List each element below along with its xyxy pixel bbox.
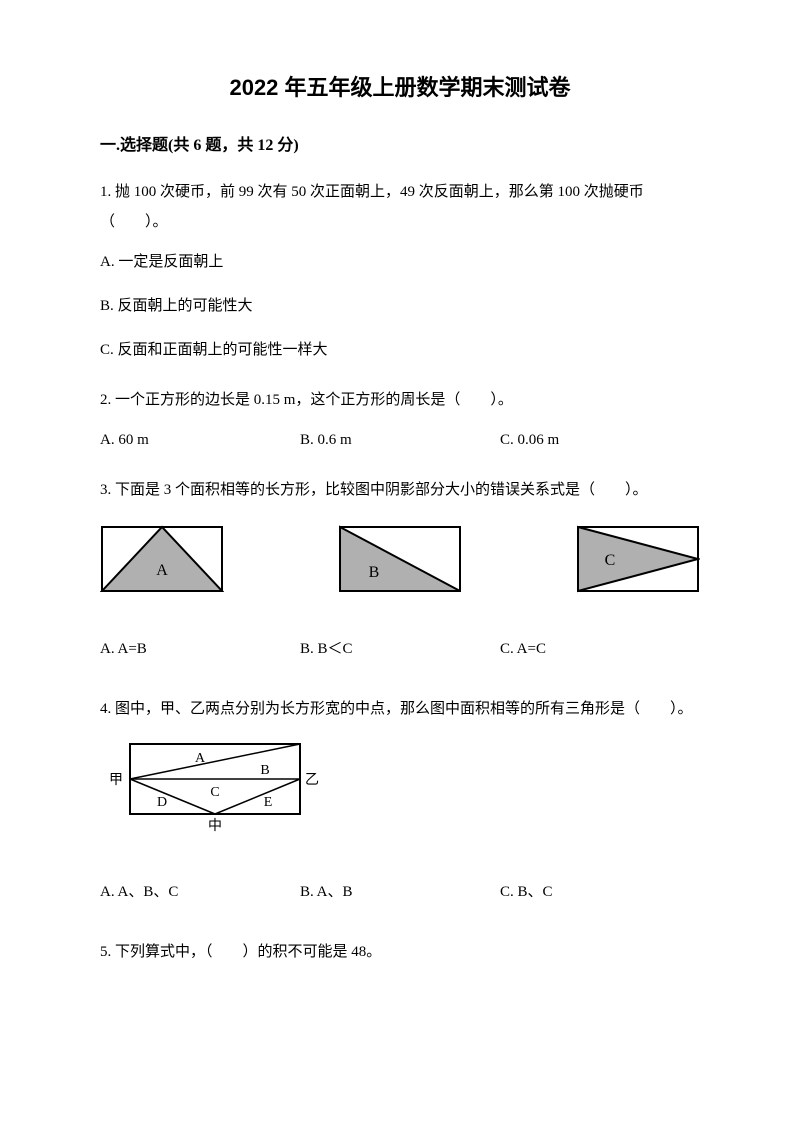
q4-label-zhong: 中 — [208, 818, 222, 834]
q3-figure-b: B — [338, 525, 462, 604]
section-header: 一.选择题(共 6 题，共 12 分) — [100, 133, 700, 159]
q3-option-b: B. B＜C — [300, 634, 500, 664]
question-1: 1. 抛 100 次硬币，前 99 次有 50 次正面朝上，49 次反面朝上，那… — [100, 177, 700, 365]
q4-label-e: E — [264, 795, 273, 810]
q4-label-jia: 甲 — [109, 773, 123, 788]
q3-figure-a: A — [100, 525, 224, 604]
q3-figure-c: C — [576, 525, 700, 604]
q3-label-b: B — [369, 564, 380, 581]
q3-option-c: C. A=C — [500, 634, 700, 664]
q2-option-b: B. 0.6 m — [300, 425, 500, 455]
q3-figures: A B C — [100, 525, 700, 604]
q1-option-c: C. 反面和正面朝上的可能性一样大 — [100, 335, 700, 365]
q3-label-c: C — [605, 552, 616, 569]
q4-option-c: C. B、C — [500, 877, 700, 907]
q5-text: 5. 下列算式中，（ ）的积不可能是 48。 — [100, 937, 700, 967]
q4-figure: A B C D E 甲 乙 中 — [100, 734, 700, 847]
q4-label-c: C — [210, 785, 219, 800]
question-3: 3. 下面是 3 个面积相等的长方形，比较图中阴影部分大小的错误关系式是（ ）。… — [100, 475, 700, 664]
question-5: 5. 下列算式中，（ ）的积不可能是 48。 — [100, 937, 700, 967]
q1-option-a: A. 一定是反面朝上 — [100, 247, 700, 277]
q2-text: 2. 一个正方形的边长是 0.15 m，这个正方形的周长是（ ）。 — [100, 385, 700, 415]
q1-text: 1. 抛 100 次硬币，前 99 次有 50 次正面朝上，49 次反面朝上，那… — [100, 177, 700, 237]
q4-label-d: D — [157, 795, 167, 810]
q1-option-b: B. 反面朝上的可能性大 — [100, 291, 700, 321]
q4-option-a: A. A、B、C — [100, 877, 300, 907]
question-4: 4. 图中，甲、乙两点分别为长方形宽的中点，那么图中面积相等的所有三角形是（ ）… — [100, 694, 700, 907]
q4-label-yi: 乙 — [305, 772, 319, 788]
page-title: 2022 年五年级上册数学期末测试卷 — [100, 70, 700, 105]
q3-text: 3. 下面是 3 个面积相等的长方形，比较图中阴影部分大小的错误关系式是（ ）。 — [100, 475, 700, 505]
q2-option-a: A. 60 m — [100, 425, 300, 455]
q2-option-c: C. 0.06 m — [500, 425, 700, 455]
q3-option-a: A. A=B — [100, 634, 300, 664]
q4-label-b: B — [260, 763, 269, 778]
q4-text: 4. 图中，甲、乙两点分别为长方形宽的中点，那么图中面积相等的所有三角形是（ ）… — [100, 694, 700, 724]
question-2: 2. 一个正方形的边长是 0.15 m，这个正方形的周长是（ ）。 A. 60 … — [100, 385, 700, 455]
q4-option-b: B. A、B — [300, 877, 500, 907]
q3-label-a: A — [156, 562, 168, 579]
q4-label-a: A — [195, 751, 206, 766]
